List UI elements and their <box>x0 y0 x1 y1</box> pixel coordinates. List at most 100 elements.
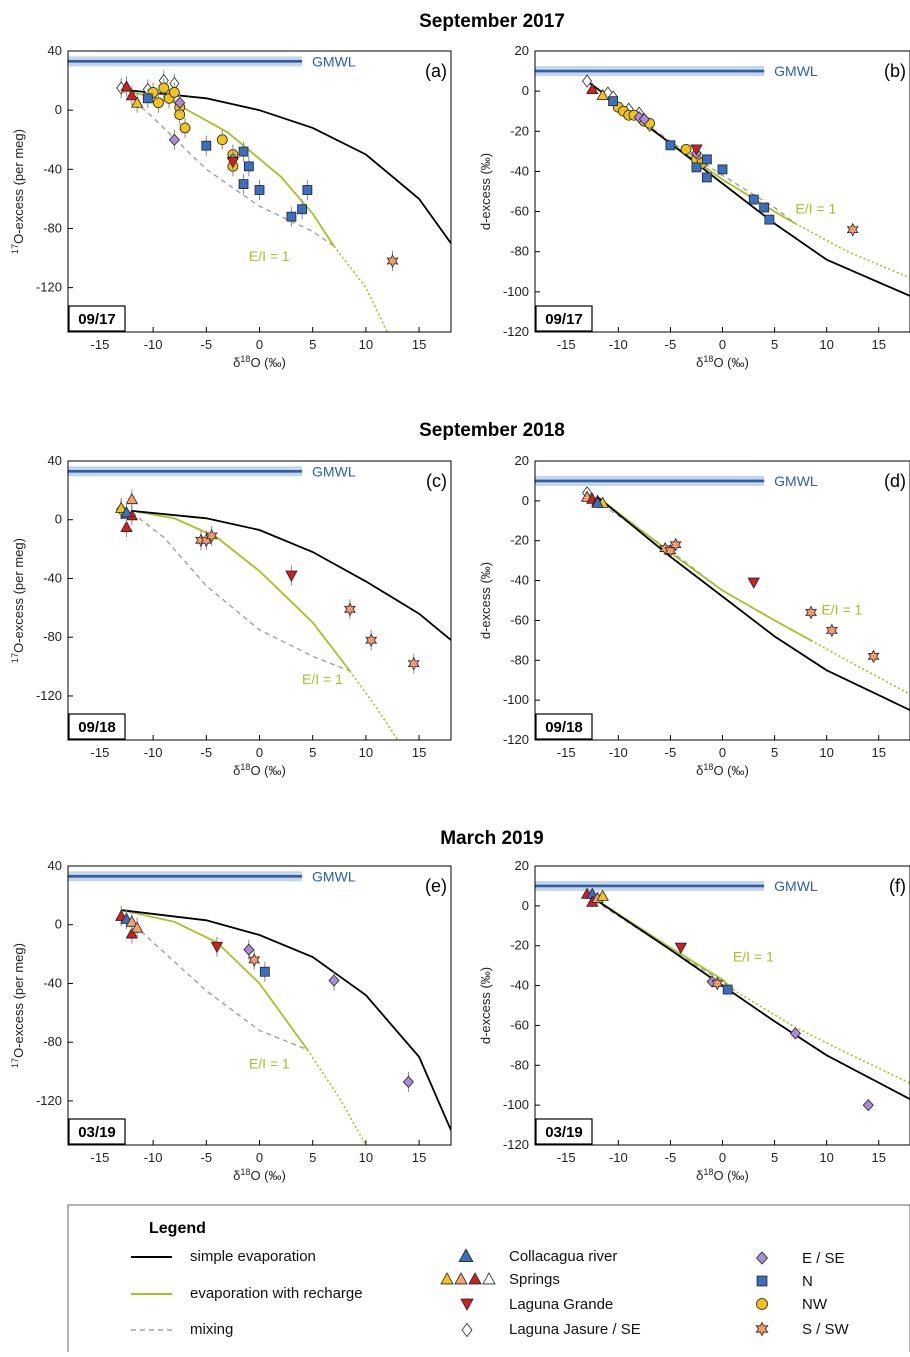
y-tick-label: 0 <box>55 917 62 932</box>
y-tick-label: 0 <box>55 102 62 117</box>
data-point <box>387 255 397 267</box>
x-tick-label: -5 <box>201 337 213 352</box>
x-tick-label: 0 <box>256 337 263 352</box>
x-tick-label: 5 <box>771 1150 778 1165</box>
x-tick-label: -15 <box>91 745 110 760</box>
data-point <box>749 195 758 204</box>
data-point <box>681 144 691 154</box>
y-tick-label: -120 <box>503 324 529 339</box>
gmwl-label: GMWL <box>312 53 356 69</box>
legend-springs-label: Springs <box>509 1271 560 1288</box>
x-tick-label: 0 <box>719 337 726 352</box>
x-tick-label: -15 <box>91 1150 110 1165</box>
evaporation-recharge-curve <box>598 497 812 641</box>
ei-label: E/I = 1 <box>302 671 343 687</box>
y-tick-label: -40 <box>43 570 62 585</box>
x-tick-label: 10 <box>359 1150 373 1165</box>
data-point <box>702 155 711 164</box>
x-tick-label: 10 <box>359 337 373 352</box>
data-point <box>718 165 727 174</box>
legend-evap-recharge-label: evaporation with recharge <box>190 1285 363 1302</box>
y-tick-label: -60 <box>510 1017 529 1032</box>
data-point <box>298 205 307 214</box>
evaporation-recharge-extension <box>350 671 398 740</box>
section-title-2017: September 2017 <box>419 11 565 32</box>
data-point <box>760 203 769 212</box>
y-tick-label: -20 <box>510 938 529 953</box>
y-tick-label: -60 <box>510 612 529 627</box>
x-tick-label: 15 <box>412 337 426 352</box>
y-tick-label: -120 <box>503 732 529 747</box>
plot-frame <box>68 866 451 1145</box>
x-label-delta: δ <box>696 355 703 370</box>
x-tick-label: 0 <box>719 745 726 760</box>
x-tick-label: 10 <box>819 745 833 760</box>
x-axis-label: δ18O (‰) <box>233 354 286 370</box>
gmwl-label: GMWL <box>774 878 818 894</box>
y-tick-label: -120 <box>36 1093 62 1108</box>
data-point <box>806 606 816 618</box>
x-tick-label: -5 <box>665 337 677 352</box>
y-tick-label: -100 <box>503 692 529 707</box>
data-point <box>583 75 592 87</box>
ei-label: E/I = 1 <box>733 949 774 965</box>
data-point <box>169 87 179 97</box>
y-tick-label: 40 <box>48 858 62 873</box>
data-point <box>863 1100 873 1111</box>
x-label-delta: δ <box>696 1168 703 1183</box>
x-tick-label: 0 <box>719 1150 726 1165</box>
legend-mixing-label: mixing <box>190 1321 233 1338</box>
y-tick-label: -20 <box>510 123 529 138</box>
x-tick-label: 5 <box>309 1150 316 1165</box>
evaporation-recharge-curve <box>121 910 307 1050</box>
y-axis-label: d-excess (‰) <box>478 562 493 639</box>
mixing-curve <box>132 512 350 671</box>
x-tick-label: 15 <box>872 745 886 760</box>
x-axis-label: δ18O (‰) <box>233 1167 286 1183</box>
x-tick-label: 10 <box>359 745 373 760</box>
data-point <box>202 141 211 150</box>
y-tick-label: -120 <box>36 280 62 295</box>
gmwl-label: GMWL <box>312 868 356 884</box>
y-tick-label: 0 <box>522 83 529 98</box>
x-tick-label: -10 <box>144 745 163 760</box>
gmwl-label: GMWL <box>774 473 818 489</box>
data-point <box>409 658 419 670</box>
panel-id: (d) <box>884 471 906 491</box>
data-point <box>329 975 339 986</box>
y-tick-label: 40 <box>48 453 62 468</box>
y-tick-label: -120 <box>36 688 62 703</box>
ei-label: E/I = 1 <box>795 201 836 217</box>
x-label-sup: 18 <box>240 1167 250 1177</box>
ei-label: E/I = 1 <box>821 601 862 617</box>
data-point <box>765 215 774 224</box>
x-tick-label: -10 <box>609 1150 628 1165</box>
x-tick-label: 0 <box>256 745 263 760</box>
x-tick-label: 15 <box>872 1150 886 1165</box>
y-tick-label: -100 <box>503 1097 529 1112</box>
data-point <box>692 163 701 172</box>
data-point <box>159 83 169 93</box>
legend-n-marker <box>757 1276 767 1286</box>
x-tick-label: 5 <box>309 337 316 352</box>
data-point <box>366 634 376 646</box>
x-tick-label: -15 <box>91 337 110 352</box>
simple-evaporation-curve <box>598 497 910 710</box>
y-tick-label: -80 <box>510 652 529 667</box>
data-point <box>239 180 248 189</box>
y-tick-label: 20 <box>515 43 529 58</box>
x-label-sup: 18 <box>240 762 250 772</box>
data-point <box>345 603 355 615</box>
y-axis-label: 17O-excess (per meg) <box>10 129 26 254</box>
y-tick-label: -80 <box>510 1057 529 1072</box>
y-label-rest: O-excess (per meg) <box>11 129 26 244</box>
data-point <box>255 186 264 195</box>
plot-frame <box>68 461 451 740</box>
x-tick-label: -10 <box>609 745 628 760</box>
y-tick-label: -40 <box>43 975 62 990</box>
data-point <box>666 141 675 150</box>
y-tick-label: -80 <box>43 220 62 235</box>
y-tick-label: -20 <box>510 533 529 548</box>
